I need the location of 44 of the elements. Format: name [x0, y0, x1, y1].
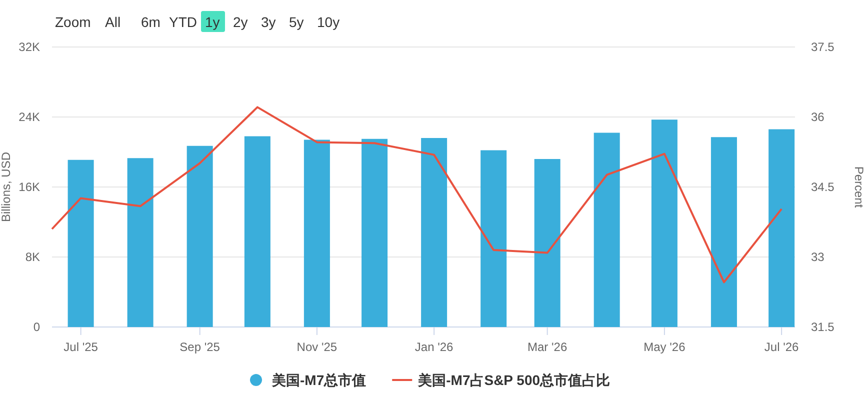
text: Zoom [55, 14, 91, 30]
bar [68, 160, 94, 327]
bar [534, 159, 560, 327]
y-tick-label: 0 [33, 320, 40, 334]
bar [710, 137, 737, 327]
text: 5y [289, 14, 304, 30]
bar [362, 138, 388, 327]
text: YTD [169, 14, 197, 30]
y2-tick-label: 31.5 [811, 320, 835, 334]
bar [421, 138, 448, 327]
y2-axis-title: Percent [852, 166, 865, 208]
legend-label: 美国-M7总市值 [271, 372, 366, 388]
text: 3y [261, 14, 276, 30]
text: 1y [205, 14, 220, 30]
x-tick-label: Jul '26 [764, 340, 800, 354]
x-tick-label: May '26 [644, 340, 686, 354]
bar [768, 129, 795, 327]
y2-tick-label: 33 [811, 250, 825, 264]
bar [127, 158, 154, 327]
y2-tick-label: 36 [811, 110, 825, 124]
x-tick-label: Sep '25 [180, 340, 220, 354]
y-tick-label: 16K [18, 180, 40, 194]
y2-tick-label: 37.5 [811, 40, 835, 54]
y-axis-title: Billions, USD [0, 152, 13, 222]
y-tick-label: 8K [25, 250, 40, 264]
bar [304, 140, 330, 327]
text: 10y [317, 14, 340, 30]
bar [594, 132, 620, 327]
bar [244, 136, 270, 327]
bar [651, 120, 678, 327]
text: All [105, 14, 121, 30]
y-tick-label: 24K [18, 110, 40, 124]
bar [480, 150, 507, 327]
bar [186, 146, 213, 327]
line-series [51, 106, 783, 284]
x-tick-label: Mar '26 [528, 340, 568, 354]
x-tick-label: Jul '25 [64, 340, 98, 354]
x-tick-label: Nov '25 [296, 340, 338, 354]
text: 2y [233, 14, 248, 30]
y2-tick-label: 34.5 [811, 180, 835, 194]
y-tick-label: 32K [18, 40, 40, 54]
legend-label: 美国-M7占S&P 500总市值占比 [417, 372, 610, 388]
x-tick-label: Jan '26 [414, 340, 454, 354]
text: 6m [141, 14, 160, 30]
